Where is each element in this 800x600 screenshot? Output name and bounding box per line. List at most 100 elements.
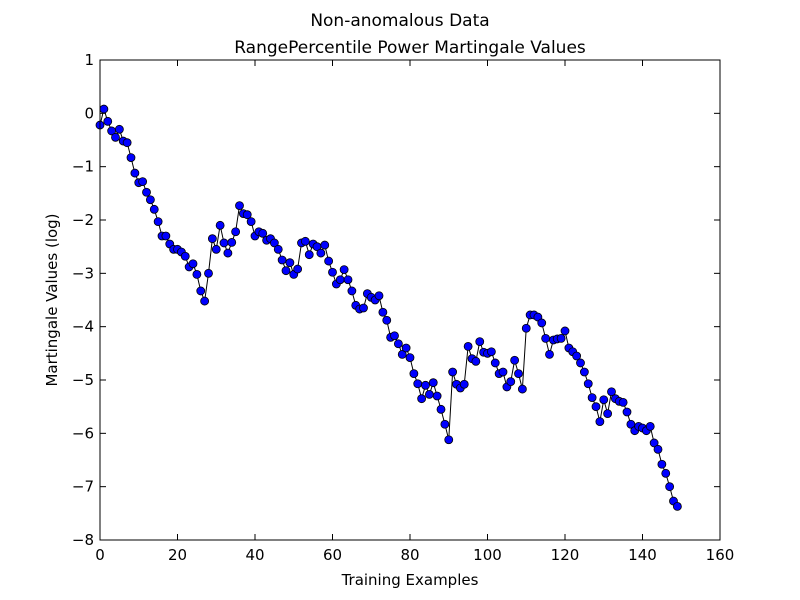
- data-point: [576, 358, 585, 368]
- data-point: [231, 227, 241, 237]
- data-point: [359, 303, 368, 313]
- y-tick-label: −2: [72, 211, 94, 229]
- data-point: [649, 438, 659, 448]
- data-point: [428, 378, 438, 388]
- data-point: [421, 380, 430, 390]
- data-point: [180, 251, 190, 261]
- data-point: [436, 404, 446, 414]
- data-point: [618, 397, 628, 407]
- data-point: [339, 265, 349, 275]
- data-point: [607, 387, 616, 397]
- data-point: [405, 353, 415, 363]
- data-point: [475, 337, 485, 347]
- data-point: [300, 236, 310, 246]
- data-point: [235, 201, 244, 211]
- chart-subtitle: RangePercentile Power Martingale Values: [234, 38, 586, 58]
- y-tick-label: −4: [72, 318, 94, 336]
- x-tick-label: 140: [628, 546, 657, 564]
- data-point: [343, 275, 353, 285]
- x-tick-label: 100: [473, 546, 502, 564]
- data-point: [490, 358, 500, 368]
- data-point: [393, 339, 403, 349]
- data-point: [304, 250, 314, 260]
- data-point: [661, 468, 671, 478]
- data-point: [200, 296, 210, 306]
- data-point: [591, 402, 601, 412]
- data-point: [227, 237, 237, 247]
- data-point: [463, 341, 473, 351]
- data-point: [378, 307, 388, 317]
- data-point: [293, 264, 303, 274]
- y-tick-label: −8: [72, 531, 94, 549]
- data-point: [122, 138, 132, 148]
- data-point: [432, 391, 442, 401]
- data-point: [273, 244, 283, 254]
- data-point: [277, 255, 287, 265]
- data-point: [142, 187, 151, 197]
- data-point: [510, 355, 520, 365]
- data-point: [196, 286, 206, 296]
- y-axis-label: Martingale Values (log): [43, 213, 61, 386]
- data-point: [653, 444, 663, 454]
- data-point: [130, 168, 140, 178]
- y-tick-label: 1: [84, 51, 94, 69]
- data-point: [622, 407, 632, 417]
- plot-area: [95, 104, 682, 511]
- data-point: [149, 204, 159, 214]
- plot-frame: [99, 59, 721, 541]
- data-point: [498, 367, 508, 377]
- data-point: [556, 333, 566, 343]
- data-point: [645, 421, 655, 431]
- data-point: [114, 124, 124, 134]
- data-point: [335, 275, 345, 285]
- data-point: [572, 351, 582, 361]
- data-point: [138, 177, 148, 187]
- data-point: [204, 268, 213, 278]
- data-point: [514, 369, 523, 379]
- data-point: [145, 195, 155, 205]
- data-point: [521, 323, 531, 333]
- y-tick-label: −5: [72, 371, 94, 389]
- data-point: [603, 409, 613, 419]
- data-point: [471, 356, 481, 366]
- x-tick-label: 40: [245, 546, 264, 564]
- data-point: [103, 116, 113, 126]
- data-point: [459, 379, 469, 389]
- axis-ticks: 0 20 40 60 80 100 120 140 160 1 0 −1 −2 −3 −4 −5 −6 −7 −8: [72, 51, 734, 564]
- x-axis-label: Training Examples: [341, 571, 479, 589]
- data-point: [537, 318, 547, 328]
- data-point: [517, 384, 527, 394]
- data-point: [444, 435, 454, 445]
- data-point: [347, 286, 357, 296]
- data-point: [324, 256, 334, 266]
- data-point: [595, 417, 605, 427]
- data-point: [192, 269, 202, 279]
- data-point: [599, 395, 609, 405]
- data-point: [207, 234, 217, 244]
- x-tick-label: 120: [551, 546, 580, 564]
- data-point: [440, 419, 450, 429]
- data-point: [672, 501, 682, 511]
- data-point: [587, 393, 597, 403]
- data-point: [320, 240, 330, 250]
- data-point: [269, 238, 279, 248]
- data-point: [328, 267, 337, 277]
- data-point: [374, 291, 384, 301]
- y-tick-label: −7: [72, 478, 94, 496]
- x-tick-label: 160: [706, 546, 735, 564]
- data-point: [215, 220, 225, 230]
- data-point: [382, 315, 392, 325]
- y-tick-label: −1: [72, 158, 94, 176]
- data-point: [413, 379, 423, 389]
- data-point: [448, 367, 458, 377]
- data-point: [219, 238, 229, 248]
- data-point: [545, 349, 554, 359]
- data-point: [417, 394, 427, 404]
- data-point: [242, 210, 252, 220]
- x-tick-label: 20: [168, 546, 187, 564]
- data-point: [211, 244, 221, 254]
- data-point: [665, 482, 675, 492]
- data-point: [560, 326, 570, 336]
